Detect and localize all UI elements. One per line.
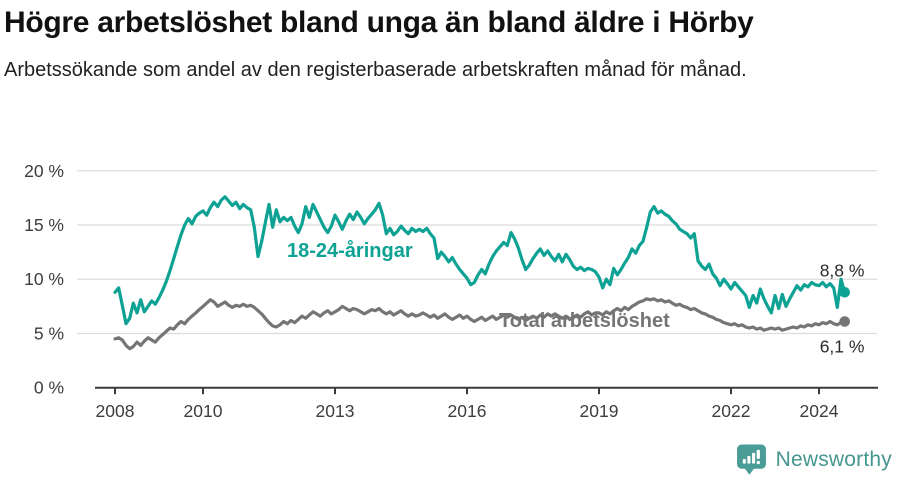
x-axis-label: 2008 — [96, 401, 135, 421]
y-axis-label: 10 % — [24, 269, 64, 289]
unemployment-chart-page: Högre arbetslöshet bland unga än bland ä… — [0, 6, 900, 480]
total-inline-label: Total arbetslöshet — [499, 310, 670, 332]
y-axis-label: 15 % — [24, 215, 64, 235]
total-end-dot — [839, 316, 850, 327]
y-axis-label: 20 % — [24, 161, 64, 181]
young-end-value-label: 8,8 % — [820, 260, 865, 280]
y-axis-label: 0 % — [34, 378, 64, 398]
x-axis-label: 2022 — [712, 401, 751, 421]
x-axis-label: 2016 — [448, 401, 487, 421]
page-title: Högre arbetslöshet bland unga än bland ä… — [4, 6, 754, 39]
young-inline-label: 18-24-åringar — [287, 239, 413, 262]
x-axis-label: 2013 — [316, 401, 355, 421]
x-axis-label: 2010 — [184, 401, 223, 421]
newsworthy-logo-icon — [736, 444, 766, 475]
page-subtitle: Arbetssökande som andel av den registerb… — [4, 58, 747, 81]
total-series-line — [113, 297, 847, 351]
newsworthy-brand-name: Newsworthy — [775, 447, 892, 471]
newsworthy-brand: Newsworthy — [735, 443, 892, 476]
young-series-line — [113, 195, 847, 326]
unemployment-line-chart: 20 % 15 % 10 % 5 % 0 % 2008 2010 2013 2016 2019 20… — [24, 161, 878, 421]
young-end-dot — [839, 287, 850, 298]
y-axis-label: 5 % — [34, 323, 64, 343]
x-axis-label: 2019 — [580, 401, 619, 421]
total-end-value-label: 6,1 % — [820, 337, 865, 357]
x-axis-label: 2024 — [800, 401, 839, 421]
